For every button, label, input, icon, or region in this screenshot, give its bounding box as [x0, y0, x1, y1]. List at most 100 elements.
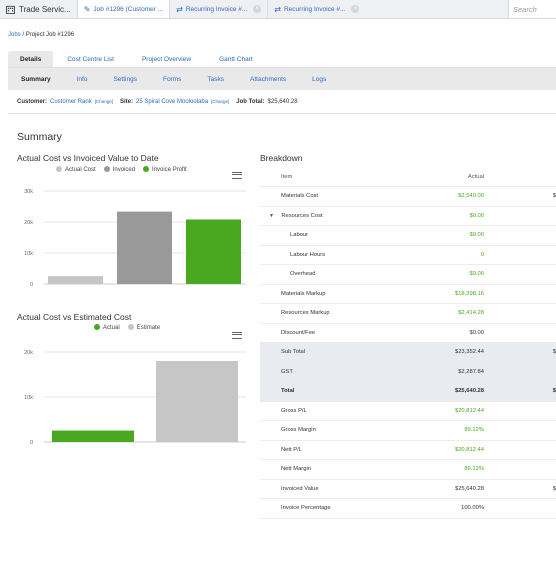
job-info-bar: Customer: Customer Rank [Change] Site: 2… — [8, 90, 556, 114]
row-label: Labour Hours — [260, 245, 390, 265]
row-label-text: Total — [281, 388, 295, 395]
job-total-value: $25,640.28 — [267, 98, 298, 105]
row-label-text: GST — [281, 368, 293, 375]
table-row: Overhead $0.00 — [260, 264, 556, 285]
row-value: $0.00 — [390, 264, 486, 285]
row-value: $0.00 — [390, 225, 486, 246]
table-row: ▼ Resources Cost $0.00 — [260, 206, 556, 226]
row-label-text: Discount/Fee — [281, 329, 316, 336]
wrench-icon: ✎ — [83, 4, 91, 14]
tab-recurring-invoice-2[interactable]: ⇄ Recurring Invoice #... × — [267, 0, 365, 18]
row-value: $2,414.28 — [390, 303, 486, 324]
tab-recurring-invoice-1[interactable]: ⇄ Recurring Invoice #... × — [169, 0, 267, 18]
y-tick-label: 30k — [24, 189, 33, 195]
app-title[interactable]: Trade Servic... — [0, 0, 77, 18]
column-header-actual: Actual — [390, 167, 486, 187]
chart-bar-actual[interactable] — [52, 430, 134, 442]
legend-item-invoiced[interactable]: Invoiced — [103, 166, 135, 173]
subtab-attachments[interactable]: Attachments — [250, 75, 287, 83]
y-tick-label: 20k — [24, 220, 33, 226]
chart-title: Actual Cost vs Estimated Cost — [17, 312, 132, 322]
table-row: Nett Margin 89.12% — [260, 459, 556, 480]
row-label: Materials Cost — [260, 186, 390, 207]
breakdown-title: Breakdown — [260, 153, 303, 163]
site-link[interactable]: 25 Spiral Cove Mooloolaba — [135, 98, 209, 105]
row-extra-value — [486, 245, 556, 265]
tab-details[interactable]: Details — [8, 51, 54, 67]
legend-item-estimate[interactable]: Estimate — [127, 324, 160, 331]
customer-link[interactable]: Customer Rank — [50, 98, 92, 105]
row-value: $0.00 — [390, 206, 486, 226]
row-label-text: Labour — [290, 232, 309, 239]
chart-bar-actual-cost[interactable] — [48, 276, 103, 284]
table-header-row: Item Actual — [260, 167, 556, 187]
row-label: Overhead — [260, 264, 390, 285]
table-row: Sub Total $23,352.44 $ — [260, 342, 556, 363]
customer-label: Customer: — [17, 98, 48, 105]
row-value: 89.12% — [390, 420, 486, 441]
row-label: Materials Markup — [260, 284, 390, 304]
chart-bar-invoiced[interactable] — [117, 211, 172, 284]
row-label: Labour — [260, 225, 390, 246]
subtab-settings[interactable]: Settings — [113, 75, 137, 83]
chart-actual-vs-estimated: 0 10k 20k — [24, 350, 246, 446]
subtab-forms[interactable]: Forms — [162, 75, 182, 83]
chart-legend: Actual Cost Invoiced Invoice Profit — [56, 166, 187, 173]
legend-label: Actual Cost — [65, 167, 96, 173]
sub-tabs: Summary Info Settings Forms Tasks Attach… — [8, 68, 556, 90]
row-value: 100.00% — [390, 498, 486, 519]
row-label-text: Invoice Percentage — [281, 505, 331, 512]
breakdown-table: Item Actual Materials Cost $2,540.00 $ ▼ Re… — [260, 167, 556, 519]
breadcrumb-jobs-link[interactable]: Jobs — [8, 32, 21, 38]
search-input[interactable]: Search — [508, 0, 556, 18]
row-label-text: Gross P/L — [281, 407, 307, 414]
change-site-link[interactable]: [Change] — [211, 99, 230, 104]
legend-item-actual-cost[interactable]: Actual Cost — [56, 166, 96, 173]
close-icon[interactable]: × — [351, 5, 360, 13]
tab-project-overview[interactable]: Project Overview — [141, 55, 192, 63]
row-extra-value: $ — [486, 186, 556, 207]
row-label: Total — [260, 381, 390, 402]
legend-item-invoice-profit[interactable]: Invoice Profit — [143, 166, 187, 173]
page-title: Summary — [17, 131, 62, 143]
row-label: Sub Total — [260, 342, 390, 363]
chart-menu-icon[interactable] — [232, 332, 242, 339]
row-label: Resources Markup — [260, 303, 390, 324]
row-label: Discount/Fee — [260, 323, 390, 343]
row-value: $2,287.84 — [390, 362, 486, 382]
expand-caret-icon[interactable]: ▼ — [269, 212, 276, 219]
breadcrumb-current: Project Job #1296 — [25, 32, 75, 38]
change-customer-link[interactable]: [Change] — [94, 99, 113, 104]
recurring-icon: ⇄ — [274, 4, 281, 14]
y-tick-label: 10k — [24, 395, 33, 401]
subtab-logs[interactable]: Logs — [312, 75, 327, 83]
table-row: Resources Markup $2,414.28 — [260, 303, 556, 324]
chart-menu-icon[interactable] — [232, 172, 242, 179]
table-row: GST $2,287.84 — [260, 362, 556, 382]
row-extra-value — [486, 284, 556, 304]
breadcrumb-separator: / — [20, 32, 26, 38]
subtab-info[interactable]: Info — [76, 75, 88, 83]
tab-job[interactable]: ✎ Job #1296 (Customer ... — [76, 0, 170, 18]
tab-cost-centre-list[interactable]: Cost Centre List — [67, 55, 114, 63]
close-icon[interactable]: × — [253, 5, 262, 13]
row-extra-value — [486, 459, 556, 480]
row-value: 0 — [390, 245, 486, 265]
y-tick-label: 10k — [24, 251, 33, 257]
chart-bar-invoice-profit[interactable] — [186, 219, 241, 284]
chart-bar-estimate[interactable] — [156, 361, 238, 442]
chart-title: Actual Cost vs Invoiced Value to Date — [17, 153, 159, 163]
row-extra-value: $ — [486, 381, 556, 402]
legend-item-actual[interactable]: Actual — [94, 324, 120, 331]
tab-gantt-chart[interactable]: Gantt Chart — [219, 55, 253, 63]
row-extra-value — [486, 362, 556, 382]
recurring-icon: ⇄ — [176, 4, 183, 14]
row-value: $25,640.28 — [390, 479, 486, 499]
subtab-summary[interactable]: Summary — [21, 75, 51, 83]
row-label: ▼ Resources Cost — [260, 206, 390, 226]
y-tick-label: 0 — [30, 282, 33, 288]
table-row: Invoiced Value $25,640.28 $ — [260, 479, 556, 499]
tab-label: Recurring Invoice #... — [283, 5, 346, 13]
subtab-tasks[interactable]: Tasks — [207, 75, 225, 83]
row-label-text: Nett P/L — [281, 446, 302, 453]
